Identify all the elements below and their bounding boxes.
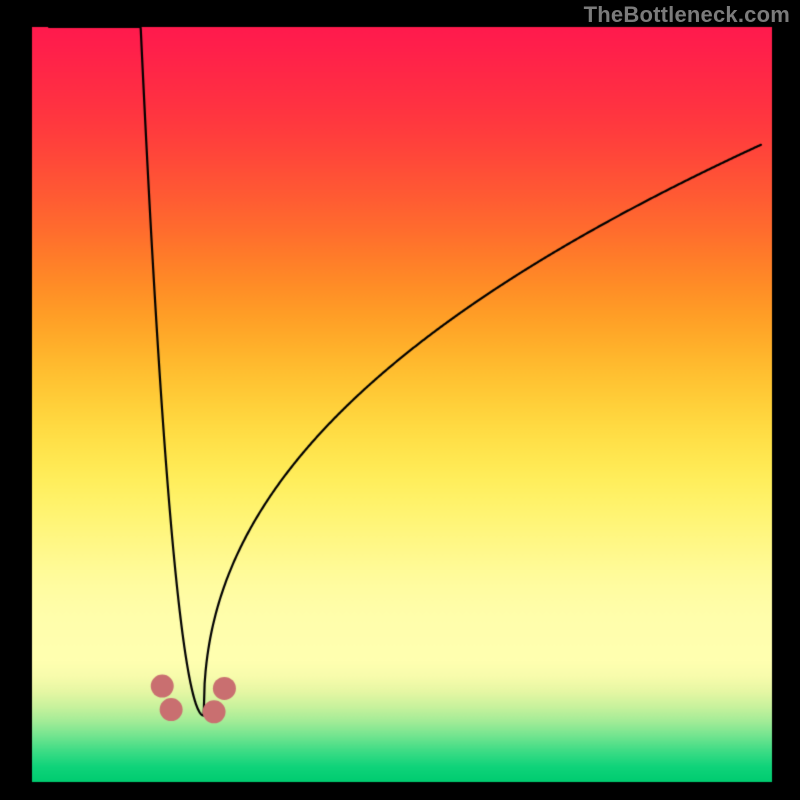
chart-root: TheBottleneck.com — [0, 0, 800, 800]
bottleneck-curve-chart — [0, 0, 800, 800]
